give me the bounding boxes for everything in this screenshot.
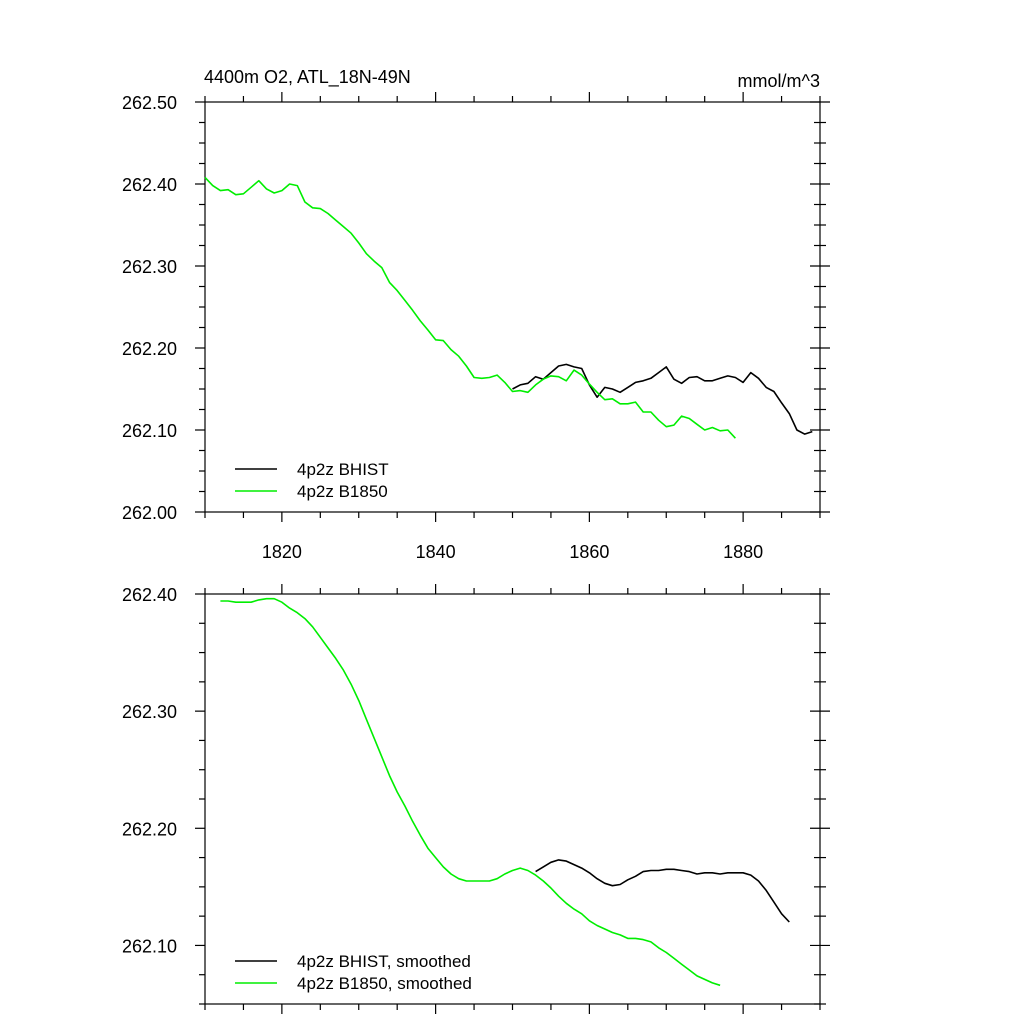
top-series-lines: [204, 176, 813, 439]
top-chart-panel: 4400m O2, ATL_18N-49N mmol/m^3 262.00262…: [122, 67, 830, 562]
y-tick-label: 262.20: [122, 819, 177, 839]
x-tick-label: 1840: [416, 542, 456, 562]
bottom-series-lines: [220, 597, 790, 987]
series-line-b1850: [220, 597, 721, 987]
legend-label-bhist: 4p2z BHIST, smoothed: [297, 952, 471, 971]
x-tick-label: 1820: [262, 542, 302, 562]
legend-label-b1850: 4p2z B1850: [297, 482, 388, 501]
x-tick-label: 1860: [569, 542, 609, 562]
y-tick-label: 262.50: [122, 93, 177, 113]
top-y-tick-labels: 262.00 262.10 262.20 262.30 262.40 262.50: [122, 93, 177, 523]
top-legend: 4p2z BHIST 4p2z B1850: [235, 460, 389, 501]
bottom-y-tick-labels: 262.10 262.20 262.30 262.40: [122, 585, 177, 956]
series-line-b1850: [204, 176, 736, 439]
top-plot-frame: [204, 101, 821, 513]
series-line-bhist: [535, 859, 790, 923]
y-tick-label: 262.20: [122, 339, 177, 359]
bottom-legend: 4p2z BHIST, smoothed 4p2z B1850, smoothed: [235, 952, 472, 993]
y-tick-label: 262.00: [122, 503, 177, 523]
bottom-chart-panel: 262.10 262.20 262.30 262.40 4p2z BHIST, smo…: [122, 584, 830, 1014]
y-tick-label: 262.10: [122, 421, 177, 441]
chart-title: 4400m O2, ATL_18N-49N: [204, 67, 411, 88]
top-x-tick-labels: 1820 1840 1860 1880: [262, 542, 763, 562]
x-tick-label: 1880: [723, 542, 763, 562]
y-tick-label: 262.40: [122, 585, 177, 605]
y-tick-label: 262.30: [122, 702, 177, 722]
top-tick-marks: [195, 92, 830, 522]
series-line-bhist: [512, 363, 813, 435]
legend-label-bhist: 4p2z BHIST: [297, 460, 389, 479]
y-tick-label: 262.40: [122, 175, 177, 195]
chart-units-label: mmol/m^3: [738, 71, 820, 91]
legend-label-b1850: 4p2z B1850, smoothed: [297, 974, 472, 993]
y-tick-label: 262.10: [122, 936, 177, 956]
bottom-tick-marks: [195, 584, 830, 1014]
y-tick-label: 262.30: [122, 257, 177, 277]
bottom-plot-frame: [204, 593, 821, 1005]
